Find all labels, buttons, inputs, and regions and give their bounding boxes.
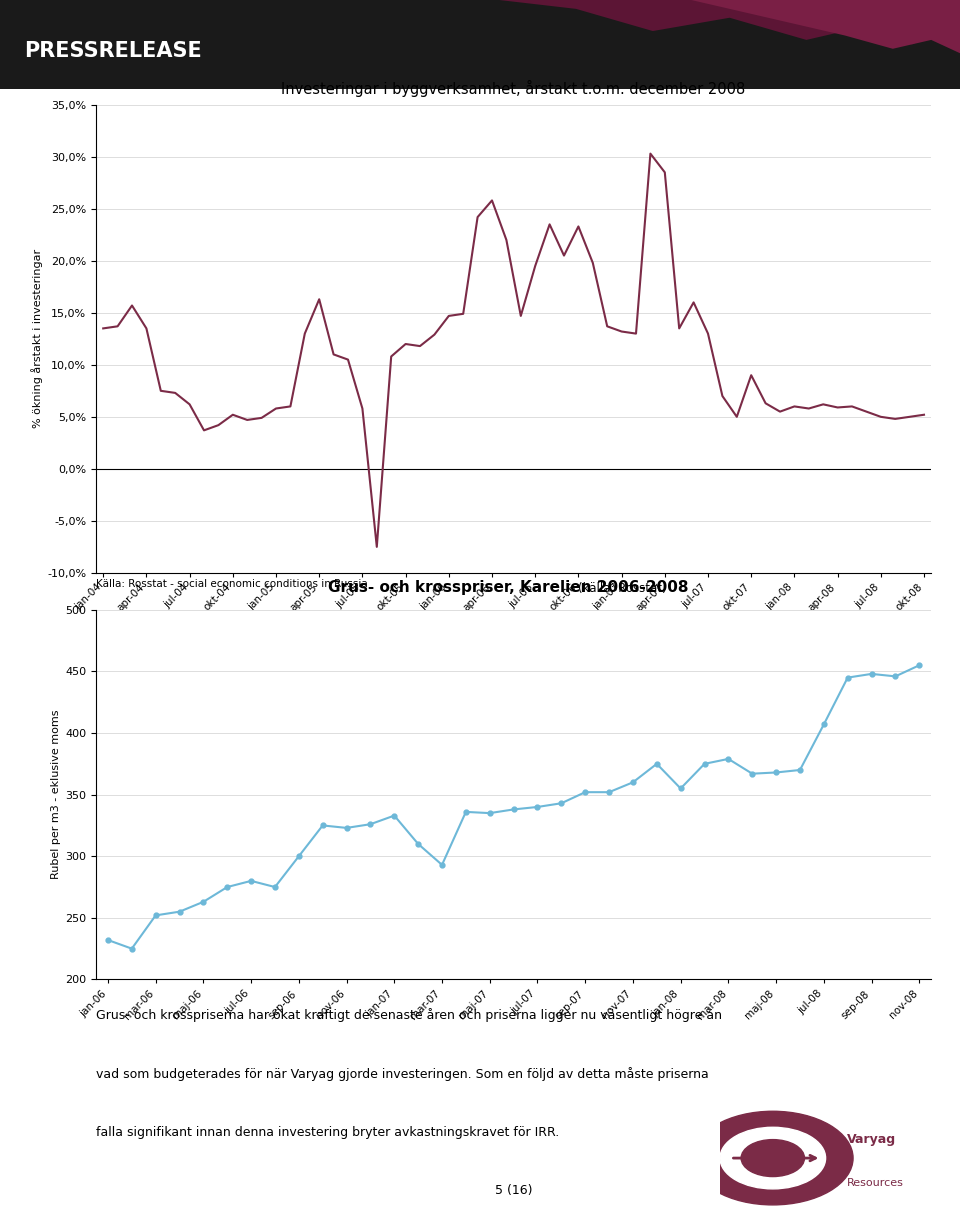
Text: PRESSRELEASE: PRESSRELEASE: [24, 42, 202, 62]
Text: Varyag: Varyag: [847, 1133, 896, 1146]
Text: Grus- och krosspriser, Karelien 2006-2008: Grus- och krosspriser, Karelien 2006-200…: [328, 580, 699, 595]
Text: Resources: Resources: [847, 1178, 903, 1188]
Y-axis label: % ökning årstakt i investeringar: % ökning årstakt i investeringar: [31, 249, 43, 429]
Text: Grus- och krosspriserna har ökat kraftigt de senaste åren och priserna ligger nu: Grus- och krosspriserna har ökat kraftig…: [96, 1008, 722, 1023]
Text: (källa: Rosstat): (källa: Rosstat): [578, 582, 666, 595]
Text: 5 (16): 5 (16): [494, 1184, 533, 1198]
Polygon shape: [499, 0, 960, 44]
Polygon shape: [691, 0, 960, 53]
Text: vad som budgeterades för när Varyag gjorde investeringen. Som en följd av detta : vad som budgeterades för när Varyag gjor…: [96, 1067, 708, 1080]
Circle shape: [720, 1127, 826, 1189]
Text: falla signifikant innan denna investering bryter avkastningskravet för IRR.: falla signifikant innan denna investerin…: [96, 1126, 560, 1138]
Circle shape: [741, 1140, 804, 1177]
Legend: Construction activity: Construction activity: [536, 699, 692, 717]
Y-axis label: Rubel per m3 - eklusive moms: Rubel per m3 - eklusive moms: [51, 710, 61, 880]
Text: Källa: Rosstat - social economic conditions in Russia: Källa: Rosstat - social economic conditi…: [96, 579, 368, 589]
Title: Investeringar i byggverksamhet, årstakt t.o.m. december 2008: Investeringar i byggverksamhet, årstakt …: [281, 80, 746, 96]
Circle shape: [692, 1111, 853, 1205]
